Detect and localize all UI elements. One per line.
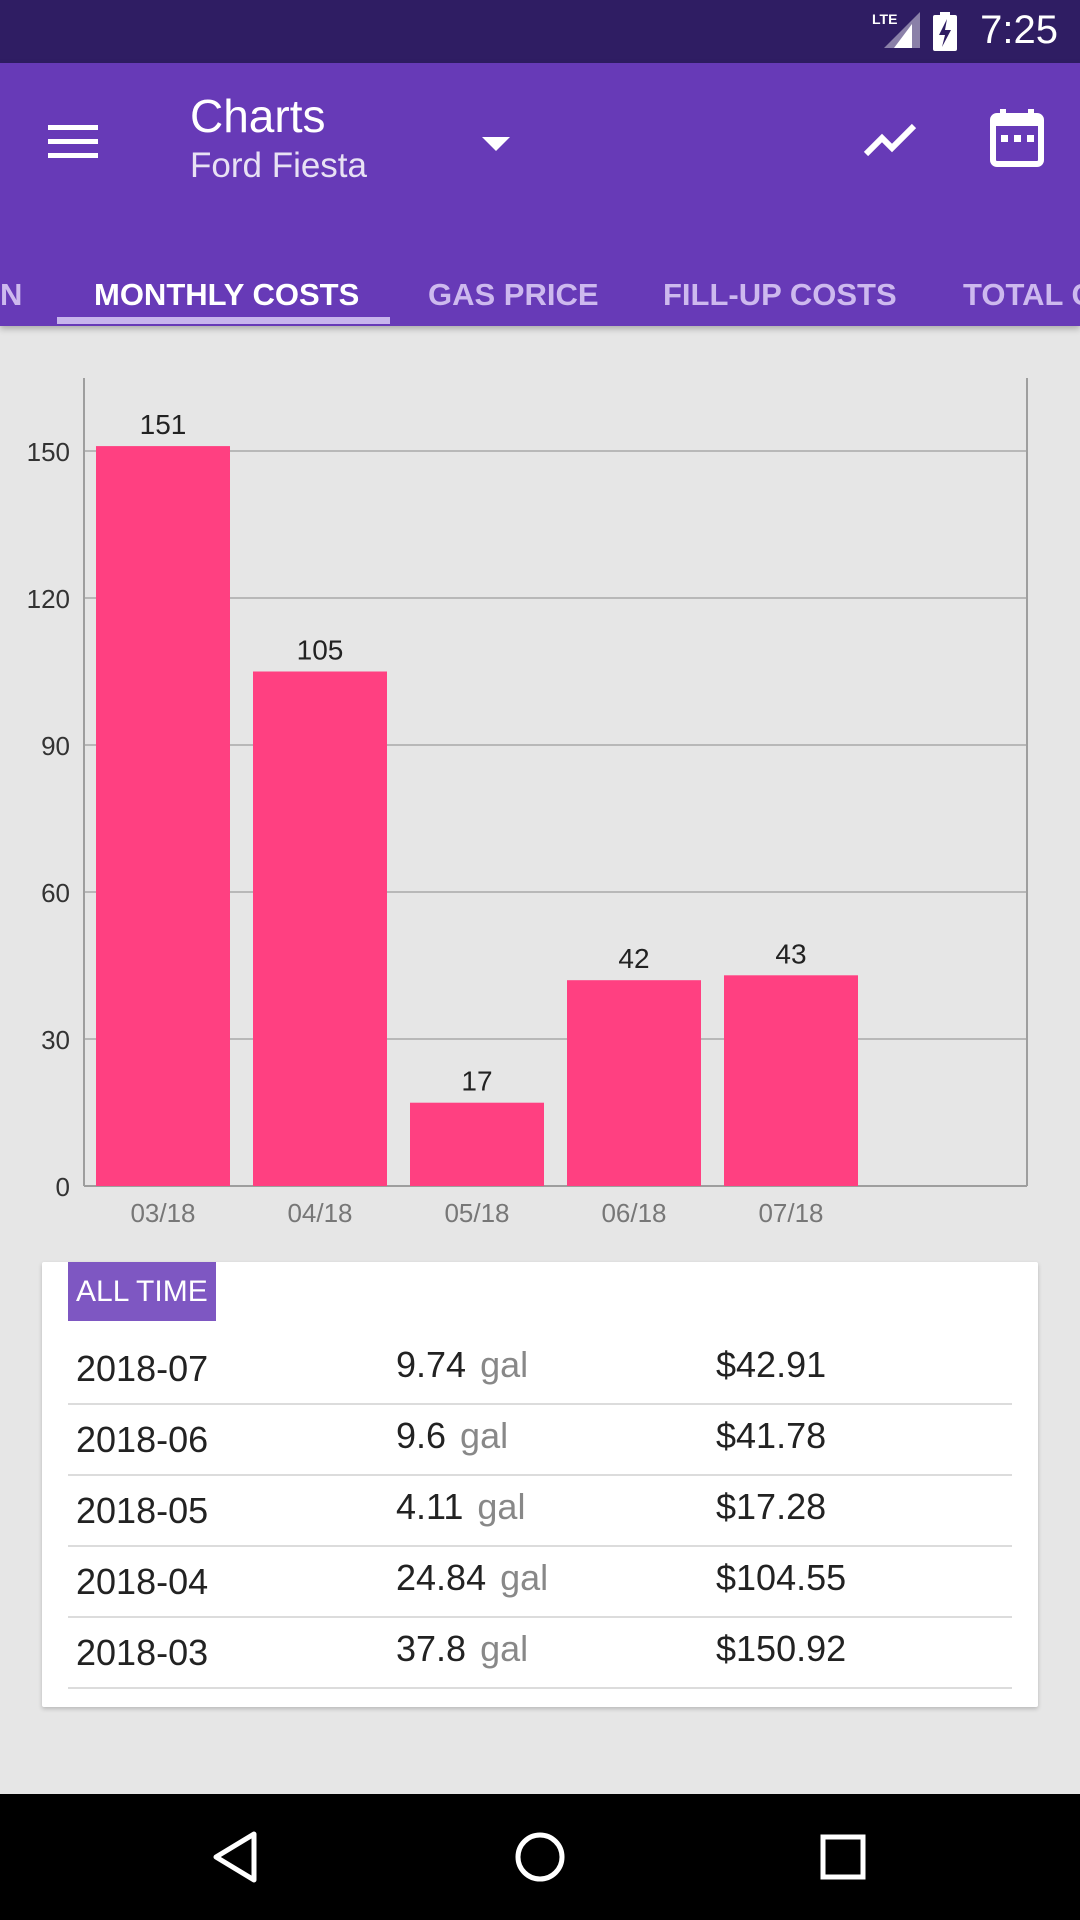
row-month: 2018-05 [76, 1490, 209, 1531]
dropdown-arrow-icon[interactable] [468, 115, 524, 171]
calendar-icon[interactable] [984, 105, 1050, 171]
x-tick-label: 04/18 [287, 1198, 352, 1228]
row-cost: $150.92 [716, 1628, 847, 1669]
period-badge[interactable]: ALL TIME [68, 1262, 216, 1321]
vehicle-selector[interactable]: Charts Ford Fiesta [190, 88, 367, 188]
row-cost: $41.78 [716, 1415, 827, 1456]
y-tick-label: 90 [41, 731, 70, 761]
data-label: 43 [775, 938, 806, 969]
row-volume: 9.6 gal [396, 1415, 509, 1456]
recents-icon[interactable] [808, 1822, 878, 1892]
bar-04/18 [253, 671, 387, 1186]
row-volume: 4.11 gal [396, 1486, 526, 1527]
y-tick-label: 120 [27, 584, 70, 614]
row-month: 2018-07 [76, 1348, 209, 1389]
bar-06/18 [567, 980, 701, 1186]
x-tick-label: 06/18 [601, 1198, 666, 1228]
x-tick-label: 03/18 [130, 1198, 195, 1228]
summary-list: 2018-07 9.74 gal $42.91 2018-06 9.6 gal $4… [68, 1334, 1012, 1689]
x-tick-label: 07/18 [758, 1198, 823, 1228]
bar-05/18 [410, 1102, 544, 1186]
row-cost: $17.28 [716, 1486, 827, 1527]
list-item[interactable]: 2018-05 4.11 gal $17.28 [68, 1476, 1012, 1547]
list-item[interactable]: 2018-03 37.8 gal $150.92 [68, 1618, 1012, 1689]
row-month: 2018-04 [76, 1561, 209, 1602]
tab-bar: N MONTHLY COSTS GAS PRICE FILL-UP COSTS … [0, 263, 1080, 326]
vehicle-name: Ford Fiesta [190, 146, 367, 185]
list-item[interactable]: 2018-06 9.6 gal $41.78 [68, 1405, 1012, 1476]
lte-signal-icon: LTE [872, 11, 920, 48]
data-label: 105 [297, 635, 344, 666]
tab-consumption[interactable]: N [0, 277, 23, 312]
bar-07/18 [724, 975, 858, 1186]
row-volume: 9.74 gal [396, 1344, 529, 1385]
summary-card: ALL TIME 2018-07 9.74 gal $42.91 2018-06 … [42, 1262, 1038, 1707]
data-label: 17 [461, 1066, 492, 1097]
y-tick-label: 0 [56, 1172, 70, 1202]
data-label: 151 [140, 409, 187, 440]
row-month: 2018-03 [76, 1632, 209, 1673]
back-icon[interactable] [202, 1822, 272, 1892]
list-item[interactable]: 2018-07 9.74 gal $42.91 [68, 1334, 1012, 1405]
tab-monthly-costs[interactable]: MONTHLY COSTS [94, 277, 360, 312]
row-month: 2018-06 [76, 1419, 209, 1460]
battery-charging-icon [933, 12, 957, 51]
trend-chart-icon[interactable] [858, 108, 924, 174]
tab-indicator [57, 317, 390, 324]
monthly-costs-chart: 0 30 60 90 120 150 151 03/18 105 04/18 17 05/18 42 06… [0, 326, 1080, 1246]
tab-gas-price[interactable]: GAS PRICE [428, 277, 599, 312]
home-icon[interactable] [505, 1822, 575, 1892]
row-volume: 24.84 gal [396, 1557, 549, 1598]
x-tick-label: 05/18 [444, 1198, 509, 1228]
y-tick-label: 150 [27, 437, 70, 467]
list-item[interactable]: 2018-04 24.84 gal $104.55 [68, 1547, 1012, 1618]
row-cost: $104.55 [716, 1557, 847, 1598]
status-bar: LTE 7:25 [0, 0, 1080, 63]
tab-total-costs[interactable]: TOTAL C [963, 277, 1080, 312]
tab-fill-up-costs[interactable]: FILL-UP COSTS [663, 277, 897, 312]
y-tick-label: 30 [41, 1025, 70, 1055]
y-tick-label: 60 [41, 878, 70, 908]
clock: 7:25 [980, 8, 1058, 52]
navigation-bar [0, 1794, 1080, 1920]
bar-chart: 0 30 60 90 120 150 151 03/18 105 04/18 17 05/18 42 06… [27, 378, 1028, 1228]
data-label: 42 [618, 943, 649, 974]
svg-text:LTE: LTE [872, 11, 897, 27]
row-cost: $42.91 [716, 1344, 827, 1385]
row-volume: 37.8 gal [396, 1628, 529, 1669]
app-bar: Charts Ford Fiesta N MONTHLY COSTS GAS P… [0, 63, 1080, 326]
menu-icon[interactable] [40, 108, 106, 174]
bar-03/18 [96, 446, 230, 1187]
page-title: Charts [190, 90, 326, 142]
